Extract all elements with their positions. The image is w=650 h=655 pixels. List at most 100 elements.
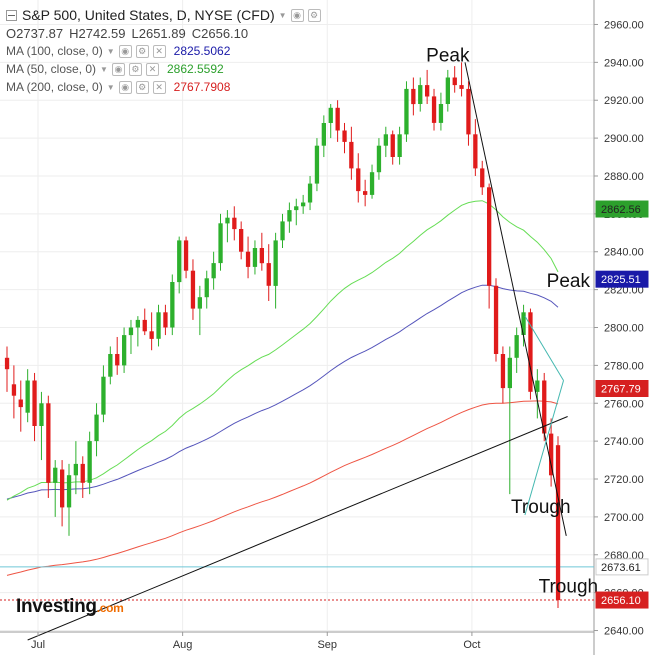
candle-body[interactable] [73, 463, 78, 476]
candle-body[interactable] [122, 335, 127, 366]
candle-body[interactable] [294, 206, 299, 211]
candle-body[interactable] [18, 399, 23, 408]
candle-body[interactable] [342, 130, 347, 142]
candle-body[interactable] [101, 376, 106, 415]
candle-body[interactable] [252, 248, 258, 267]
candle-body[interactable] [452, 77, 457, 86]
candle-body[interactable] [245, 251, 251, 267]
chevron-down-icon[interactable]: ▼ [100, 64, 108, 74]
candle-body[interactable] [397, 134, 402, 157]
eye-icon[interactable]: ◉ [118, 80, 132, 94]
candle-body[interactable] [25, 380, 30, 413]
gear-icon[interactable]: ⚙ [135, 80, 149, 94]
candle-body[interactable] [66, 475, 72, 508]
chevron-down-icon[interactable]: ▼ [278, 10, 287, 20]
candle-body[interactable] [259, 248, 264, 264]
candle-body[interactable] [480, 168, 485, 188]
gear-icon[interactable]: ⚙ [307, 8, 321, 22]
candle-body[interactable] [493, 285, 499, 354]
candle-body[interactable] [156, 312, 161, 339]
candle-body[interactable] [239, 229, 244, 252]
candle-body[interactable] [328, 107, 333, 123]
candle-body[interactable] [431, 96, 437, 123]
candle-body[interactable] [507, 357, 512, 389]
candle-body[interactable] [163, 312, 168, 328]
candle-body[interactable] [555, 445, 561, 601]
candle-body[interactable] [376, 145, 382, 173]
candle-body[interactable] [197, 297, 202, 309]
close-icon[interactable]: ✕ [152, 44, 166, 58]
candle-body[interactable] [418, 85, 423, 104]
chevron-down-icon[interactable]: ▼ [106, 82, 115, 92]
candle-body[interactable] [32, 380, 37, 427]
candle-body[interactable] [425, 85, 430, 97]
candle-body[interactable] [383, 134, 388, 146]
gear-icon[interactable]: ⚙ [128, 62, 142, 76]
candle-body[interactable] [149, 331, 154, 339]
candle-body[interactable] [459, 85, 464, 89]
candle-body[interactable] [53, 467, 58, 483]
candle-body[interactable] [438, 104, 444, 123]
candle-body[interactable] [225, 217, 230, 224]
candle-body[interactable] [500, 354, 506, 389]
candle-body[interactable] [369, 172, 375, 195]
candle-body[interactable] [335, 107, 340, 131]
candle-body[interactable] [183, 240, 189, 271]
candle-body[interactable] [487, 187, 492, 286]
candle-body[interactable] [363, 191, 368, 195]
candle-body[interactable] [46, 403, 51, 483]
candle-body[interactable] [4, 357, 10, 370]
candle-body[interactable] [321, 123, 326, 146]
candle-body[interactable] [60, 469, 65, 508]
candle-body[interactable] [128, 327, 134, 336]
y-tick-label: 2720.00 [604, 474, 644, 486]
candle-body[interactable] [549, 433, 554, 476]
candle-body[interactable] [390, 134, 395, 157]
candle-body[interactable] [94, 414, 99, 442]
candle-body[interactable] [87, 441, 92, 483]
close-icon[interactable]: ✕ [145, 62, 159, 76]
candle-body[interactable] [80, 463, 85, 483]
candle-body[interactable] [404, 88, 409, 135]
candle-body[interactable] [521, 312, 526, 335]
gear-icon[interactable]: ⚙ [135, 44, 149, 58]
candle-body[interactable] [542, 380, 547, 434]
candle-body[interactable] [287, 210, 292, 222]
candle-body[interactable] [411, 88, 416, 105]
candle-body[interactable] [466, 88, 471, 135]
eye-icon[interactable]: ◉ [111, 62, 125, 76]
candle-body[interactable] [273, 240, 278, 286]
candle-body[interactable] [39, 403, 44, 426]
candle-body[interactable] [190, 270, 196, 309]
candle-body[interactable] [170, 282, 175, 328]
close-icon[interactable]: ✕ [152, 80, 166, 94]
candle-body[interactable] [115, 354, 120, 366]
collapse-icon[interactable] [6, 9, 17, 21]
candle-body[interactable] [473, 134, 478, 169]
candle-body[interactable] [535, 380, 540, 392]
eye-icon[interactable]: ◉ [118, 44, 132, 58]
candle-body[interactable] [204, 278, 209, 298]
candle-body[interactable] [177, 240, 182, 283]
eye-icon[interactable]: ◉ [290, 8, 304, 22]
candle-body[interactable] [211, 263, 216, 279]
candle-body[interactable] [142, 319, 147, 332]
candle-body[interactable] [514, 335, 519, 358]
candle-body[interactable] [314, 145, 320, 184]
candle-body[interactable] [11, 384, 17, 396]
candle-body[interactable] [266, 263, 271, 286]
candle-body[interactable] [301, 202, 306, 207]
candle-body[interactable] [218, 223, 223, 264]
candle-body[interactable] [232, 217, 237, 230]
candle-body[interactable] [349, 141, 354, 169]
candle-body[interactable] [356, 168, 361, 192]
x-tick-label: Sep [317, 639, 337, 651]
candle-body[interactable] [280, 221, 285, 241]
candle-body[interactable] [108, 354, 113, 377]
chevron-down-icon[interactable]: ▼ [106, 46, 115, 56]
candle-body[interactable] [135, 319, 140, 328]
candle-body[interactable] [307, 183, 313, 203]
candle-body[interactable] [445, 77, 450, 105]
candle-body[interactable] [528, 312, 533, 392]
